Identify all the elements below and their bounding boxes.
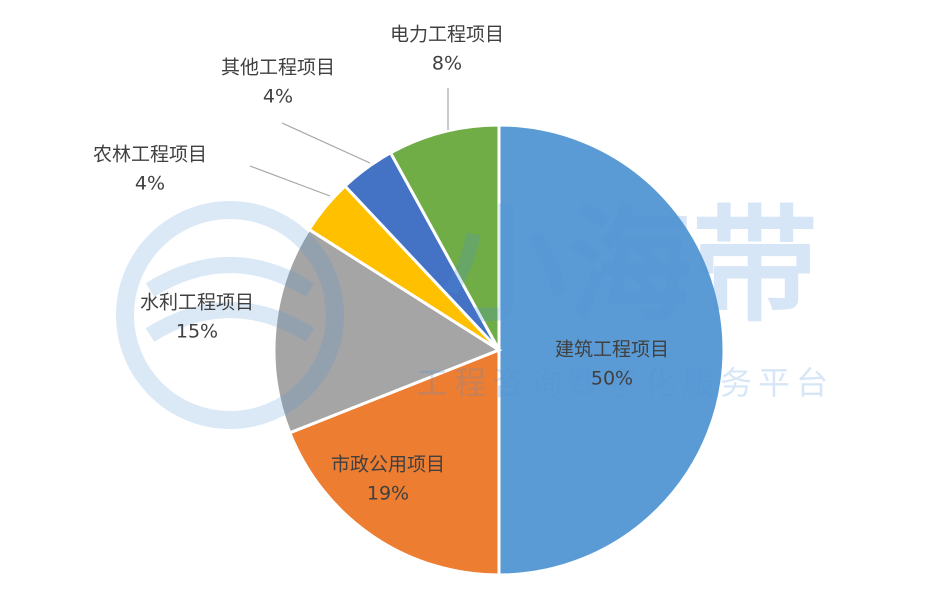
- watermark-title: 小海带: [443, 194, 818, 339]
- pie: [272, 123, 726, 577]
- pie-slice: [388, 123, 501, 351]
- leader-line: [281, 122, 371, 164]
- slice-label: 市政公用项目: [331, 454, 445, 476]
- value-label: 15%: [176, 321, 218, 343]
- leader-line: [249, 165, 331, 197]
- slice-label: 电力工程项目: [390, 24, 504, 46]
- labels: 建筑工程项目 50% 市政公用项目 19% 水利工程项目 15% 农林工程项目 4% 其他工程项…: [93, 24, 669, 505]
- slice-label: 水利工程项目: [140, 292, 254, 314]
- pie-slice: [497, 123, 726, 577]
- value-label: 8%: [432, 53, 462, 75]
- slice-label: 其他工程项目: [221, 57, 335, 79]
- pie-slice: [272, 227, 503, 435]
- watermark-logo: [116, 201, 344, 429]
- value-label: 50%: [591, 368, 633, 390]
- pie-slice: [287, 347, 501, 577]
- watermark-subtitle: 工程咨询数字化服务平台: [416, 364, 834, 402]
- value-label: 19%: [367, 483, 409, 505]
- value-label: 4%: [135, 173, 165, 195]
- slice-label: 建筑工程项目: [555, 339, 669, 361]
- watermark: 小海带 工程咨询数字化服务平台: [116, 194, 834, 429]
- watermark-logo-waves: [145, 257, 315, 342]
- slice-label: 农林工程项目: [93, 144, 207, 166]
- value-label: 4%: [263, 86, 293, 108]
